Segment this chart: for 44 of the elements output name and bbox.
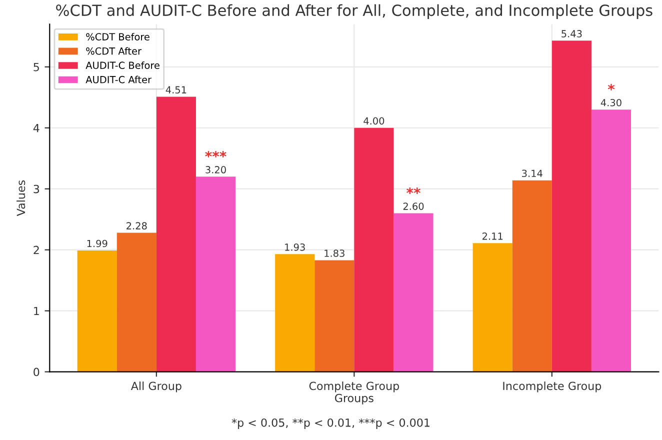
bar xyxy=(275,254,315,372)
legend-label: %CDT Before xyxy=(86,32,150,40)
bar xyxy=(156,96,196,372)
data-label: 2.28 xyxy=(126,222,147,230)
y-tick-label: 5 xyxy=(34,63,39,72)
y-tick-label: 4 xyxy=(33,124,40,132)
y-tick-label: 1 xyxy=(34,306,39,316)
bar xyxy=(354,128,394,372)
bar xyxy=(394,213,434,372)
annotation: * xyxy=(608,84,615,90)
chart-title: %CDT and AUDIT-C Before and After for All, Complete, and Incomplete Groups xyxy=(56,4,652,20)
data-label: 4.00 xyxy=(364,117,384,125)
data-label: 4.51 xyxy=(166,86,186,94)
bar xyxy=(552,40,592,372)
y-tick-label: 0 xyxy=(34,368,40,376)
data-label: 3.14 xyxy=(522,170,542,178)
data-label: 1.99 xyxy=(87,240,108,248)
bar xyxy=(512,180,552,372)
x-tick-label: All Group xyxy=(130,382,182,392)
data-label: 3.20 xyxy=(206,166,226,174)
bar xyxy=(77,250,117,372)
legend-label: %CDT After xyxy=(86,47,142,55)
data-label: 1.93 xyxy=(285,243,305,251)
bar xyxy=(591,110,632,372)
y-axis-title: Values xyxy=(16,180,26,216)
bar xyxy=(116,232,156,372)
bar xyxy=(196,176,236,372)
data-label: 1.83 xyxy=(324,250,344,257)
x-tick-label: Incomplete Group xyxy=(503,382,602,392)
legend-label: AUDIT-C After xyxy=(86,76,152,84)
data-label: 5.43 xyxy=(562,30,582,38)
data-label: 2.11 xyxy=(482,232,503,240)
data-label: 4.30 xyxy=(600,98,622,106)
y-tick-label: 3 xyxy=(34,184,40,194)
x-axis-title: Groups xyxy=(334,394,374,404)
y-tick-label: 2 xyxy=(34,246,39,254)
legend-label: AUDIT-C Before xyxy=(86,61,160,70)
data-label: 2.60 xyxy=(403,202,424,210)
bar xyxy=(472,243,512,372)
text: *p < 0.05, **p < 0.01, ***p < 0.001 xyxy=(232,418,430,429)
annotation: *** xyxy=(205,150,226,158)
bar xyxy=(314,260,354,372)
x-tick-label: Complete Group xyxy=(309,382,400,392)
annotation: ** xyxy=(406,188,420,194)
